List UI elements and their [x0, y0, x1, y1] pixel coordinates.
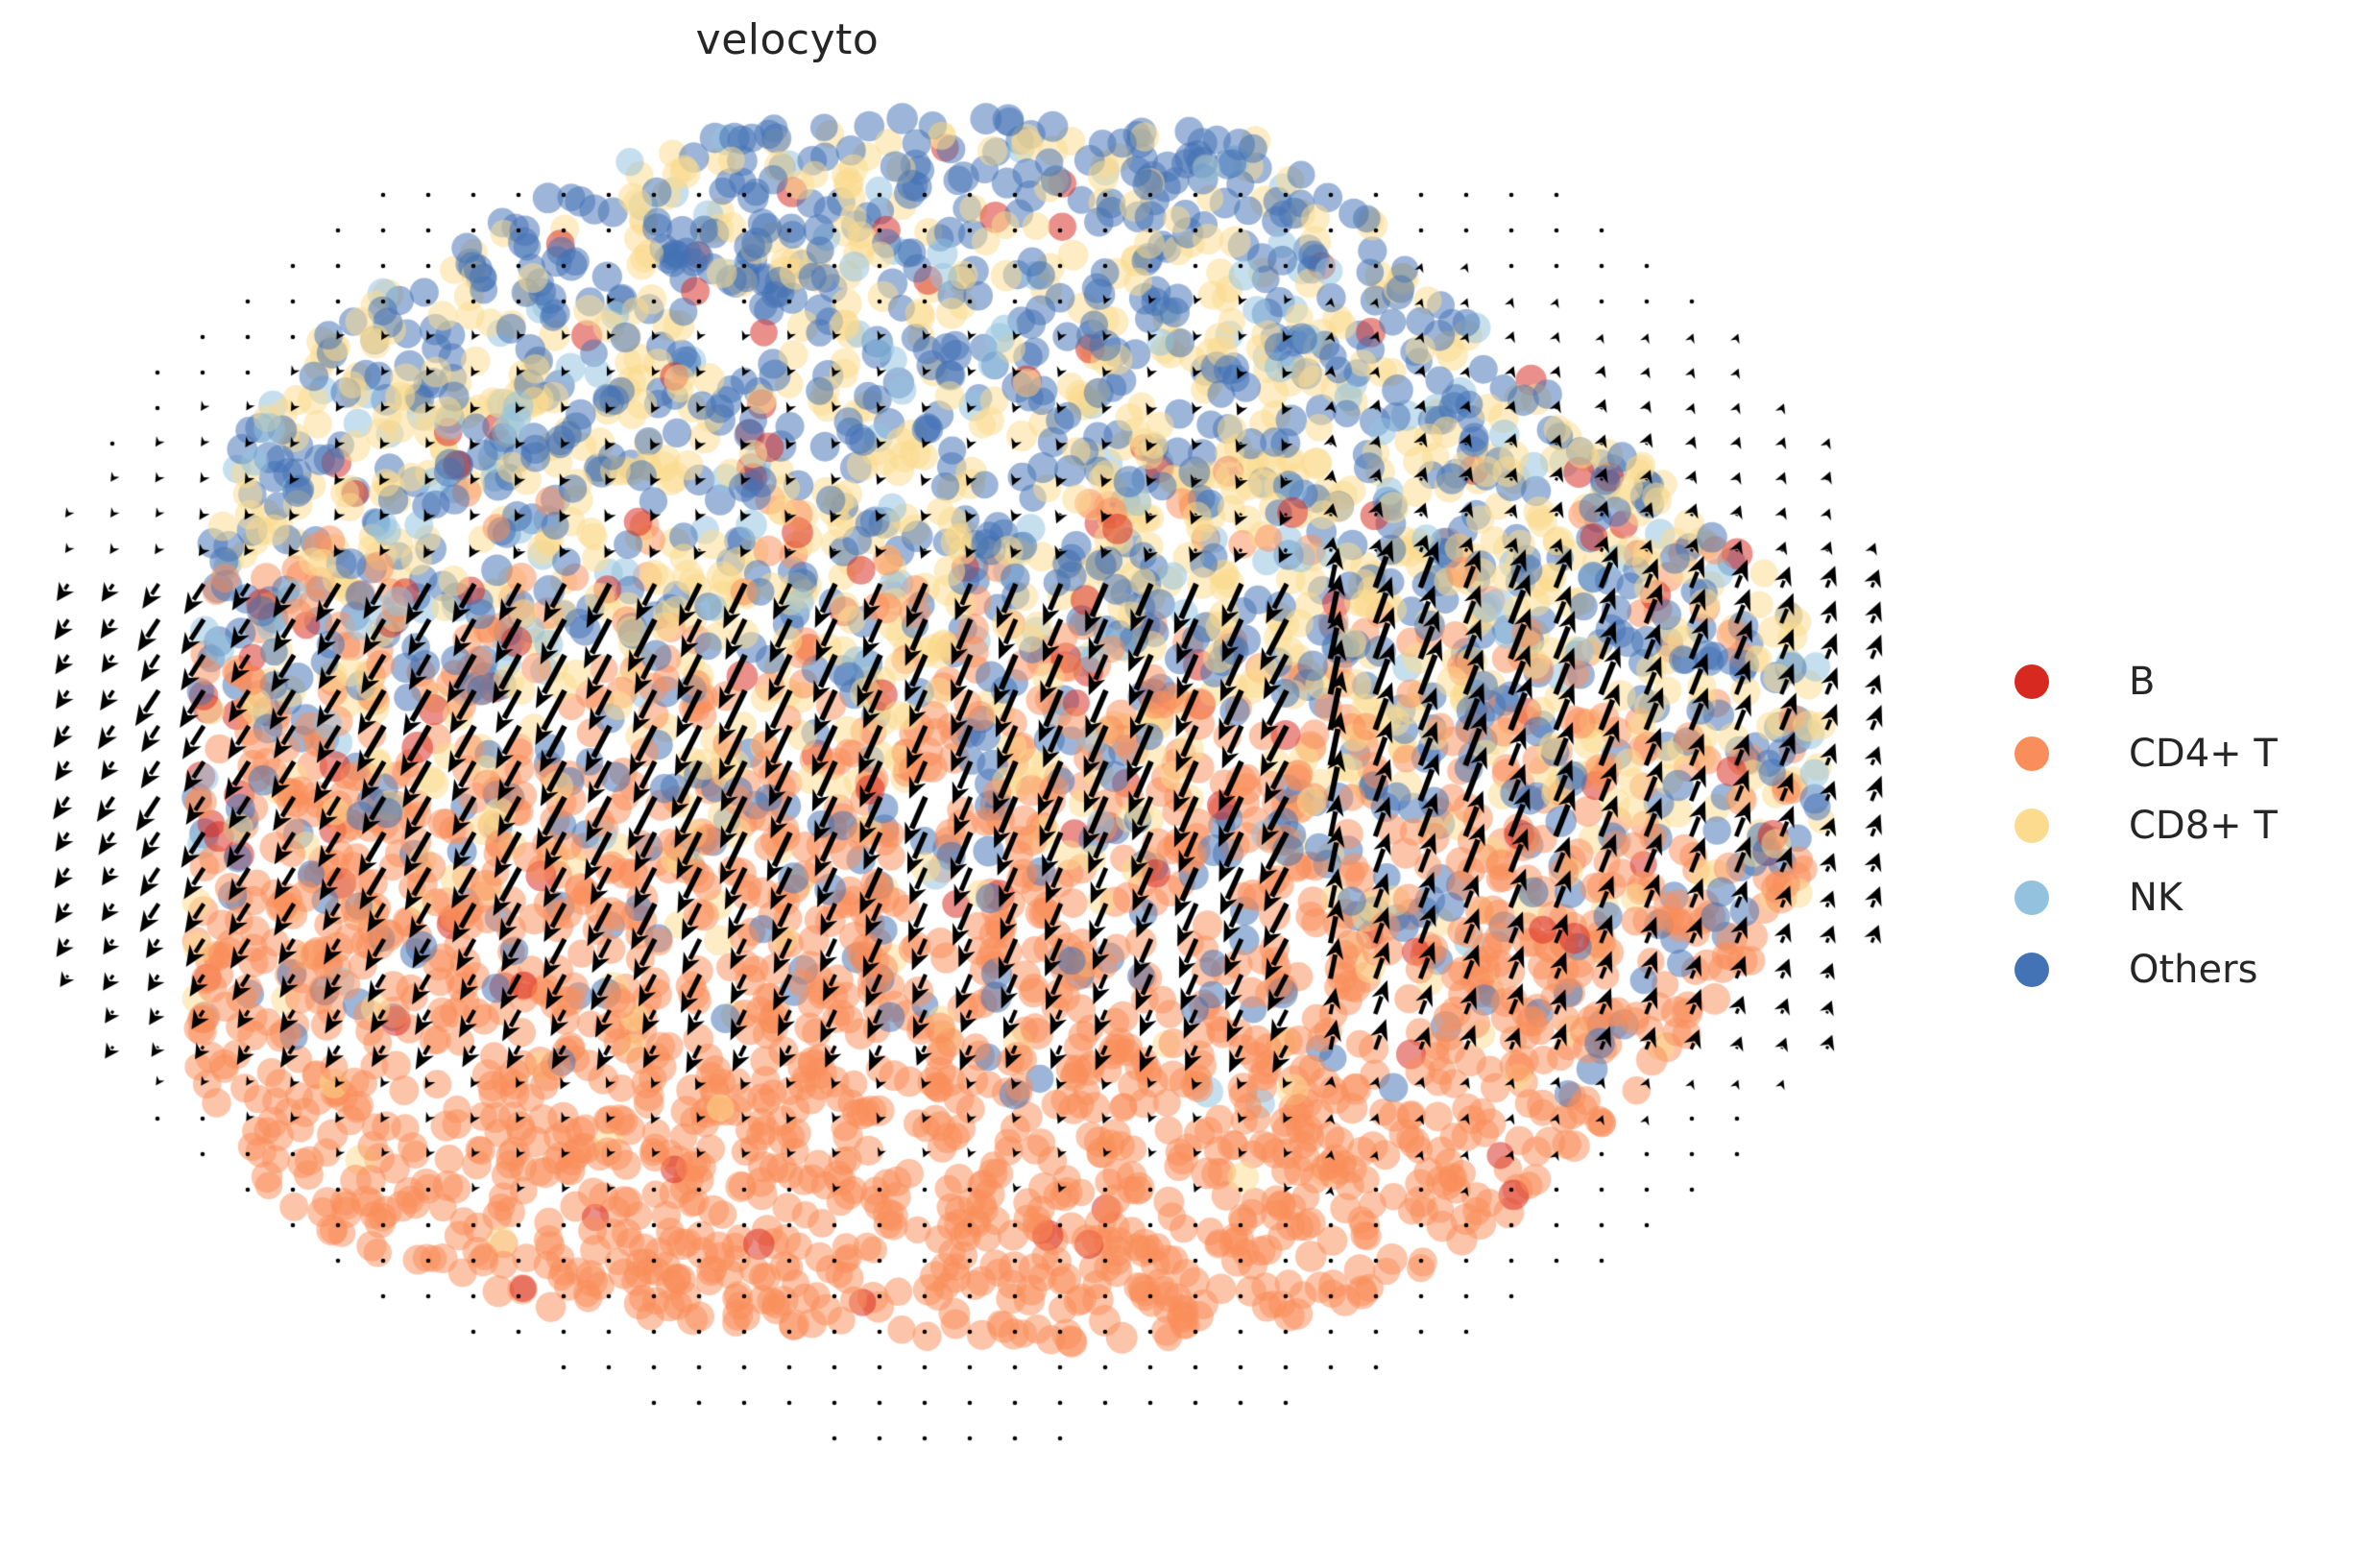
legend-label: CD8+ T [2129, 803, 2278, 848]
legend-marker-icon [2014, 663, 2049, 699]
page-title: velocyto [695, 15, 880, 64]
legend-entry-b[interactable]: B [2007, 645, 2364, 717]
legend-label: B [2129, 659, 2156, 704]
legend-entry-cd4-t[interactable]: CD4+ T [2007, 717, 2364, 789]
legend-marker-icon [2014, 808, 2049, 843]
legend-marker-icon [2014, 952, 2049, 987]
plot-axes [0, 82, 1930, 1532]
legend-label: CD4+ T [2129, 731, 2278, 776]
velocity-arrows-layer [0, 82, 1930, 1532]
legend-entry-cd8-t[interactable]: CD8+ T [2007, 789, 2364, 861]
legend-label: Others [2129, 947, 2258, 992]
legend-marker-icon [2014, 880, 2049, 915]
legend-entry-others[interactable]: Others [2007, 933, 2364, 1005]
legend-marker-icon [2014, 736, 2049, 771]
legend-label: NK [2129, 875, 2183, 920]
legend-entry-nk[interactable]: NK [2007, 861, 2364, 933]
legend: B CD4+ T CD8+ T NK Others [2007, 645, 2364, 1005]
